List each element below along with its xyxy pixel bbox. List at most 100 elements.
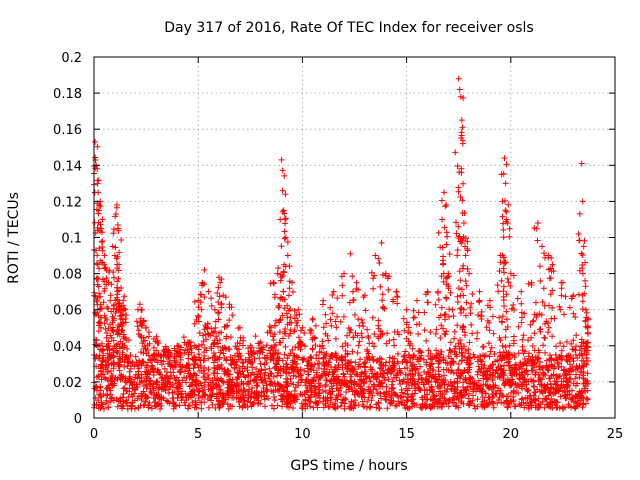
data-point bbox=[442, 275, 449, 282]
data-point bbox=[364, 398, 371, 405]
data-point bbox=[155, 400, 162, 407]
data-point bbox=[442, 294, 449, 301]
data-point bbox=[429, 373, 436, 380]
data-point-peak bbox=[279, 187, 286, 194]
scatter-points bbox=[91, 75, 591, 412]
data-point bbox=[175, 349, 182, 356]
data-point bbox=[353, 381, 360, 388]
data-point bbox=[209, 385, 216, 392]
data-point bbox=[116, 345, 123, 352]
data-point bbox=[123, 312, 130, 319]
data-point bbox=[281, 228, 288, 235]
data-point bbox=[355, 316, 362, 323]
data-point bbox=[145, 404, 152, 411]
data-point bbox=[342, 340, 349, 347]
data-point-peak bbox=[582, 306, 589, 313]
data-point bbox=[290, 404, 297, 411]
data-point-peak bbox=[549, 261, 556, 268]
data-point bbox=[498, 318, 505, 325]
data-point bbox=[440, 356, 447, 363]
data-point bbox=[101, 278, 108, 285]
data-point bbox=[466, 402, 473, 409]
data-point bbox=[427, 350, 434, 357]
data-point bbox=[289, 361, 296, 368]
data-point bbox=[467, 383, 474, 390]
data-point bbox=[142, 362, 149, 369]
data-point bbox=[469, 397, 476, 404]
data-point bbox=[579, 252, 586, 259]
data-point bbox=[455, 223, 462, 230]
data-point bbox=[102, 264, 109, 271]
data-point bbox=[428, 374, 435, 381]
data-point-peak bbox=[507, 270, 514, 277]
data-point bbox=[386, 354, 393, 361]
data-point bbox=[430, 366, 437, 373]
data-point bbox=[153, 381, 160, 388]
data-point bbox=[292, 393, 299, 400]
data-point bbox=[510, 387, 517, 394]
data-point bbox=[292, 343, 299, 350]
data-point bbox=[277, 271, 284, 278]
data-point bbox=[142, 345, 149, 352]
data-point bbox=[305, 357, 312, 364]
data-point bbox=[497, 365, 504, 372]
data-point bbox=[516, 366, 523, 373]
data-point bbox=[315, 399, 322, 406]
data-point bbox=[94, 252, 101, 259]
data-point-peak bbox=[120, 297, 127, 304]
data-point bbox=[236, 340, 243, 347]
data-point bbox=[460, 324, 467, 331]
data-point bbox=[240, 337, 247, 344]
data-point bbox=[531, 398, 538, 405]
data-point bbox=[95, 319, 102, 326]
data-point bbox=[344, 332, 351, 339]
data-point bbox=[500, 349, 507, 356]
data-point bbox=[515, 382, 522, 389]
data-point bbox=[512, 403, 519, 410]
data-point bbox=[360, 360, 367, 367]
data-point bbox=[518, 371, 525, 378]
data-point bbox=[384, 405, 391, 412]
data-point bbox=[233, 394, 240, 401]
data-point bbox=[401, 365, 408, 372]
data-point bbox=[439, 244, 446, 251]
data-point bbox=[402, 348, 409, 355]
data-point bbox=[403, 359, 410, 366]
data-point bbox=[577, 343, 584, 350]
data-point bbox=[406, 342, 413, 349]
data-point bbox=[350, 297, 357, 304]
data-point bbox=[349, 348, 356, 355]
data-point bbox=[480, 375, 487, 382]
data-point bbox=[494, 400, 501, 407]
data-point bbox=[581, 290, 588, 297]
data-point bbox=[98, 340, 105, 347]
data-point bbox=[129, 402, 136, 409]
data-point bbox=[286, 292, 293, 299]
data-point bbox=[197, 363, 204, 370]
data-point bbox=[445, 353, 452, 360]
data-point bbox=[147, 357, 154, 364]
data-point bbox=[557, 393, 564, 400]
data-point bbox=[249, 369, 256, 376]
data-point bbox=[158, 381, 165, 388]
data-point bbox=[403, 321, 410, 328]
data-point bbox=[494, 282, 501, 289]
data-point bbox=[194, 312, 201, 319]
data-point bbox=[219, 345, 226, 352]
data-point bbox=[440, 260, 447, 267]
data-point bbox=[482, 367, 489, 374]
data-point bbox=[575, 391, 582, 398]
data-point bbox=[522, 377, 529, 384]
data-point bbox=[354, 349, 361, 356]
data-point bbox=[312, 400, 319, 407]
data-point bbox=[290, 397, 297, 404]
data-point bbox=[407, 329, 414, 336]
data-point bbox=[543, 318, 550, 325]
data-point bbox=[94, 180, 101, 187]
data-point bbox=[235, 354, 242, 361]
data-point bbox=[568, 404, 575, 411]
data-point-peak bbox=[347, 250, 354, 257]
data-point bbox=[350, 334, 357, 341]
data-point bbox=[390, 361, 397, 368]
data-point-peak bbox=[274, 270, 281, 277]
